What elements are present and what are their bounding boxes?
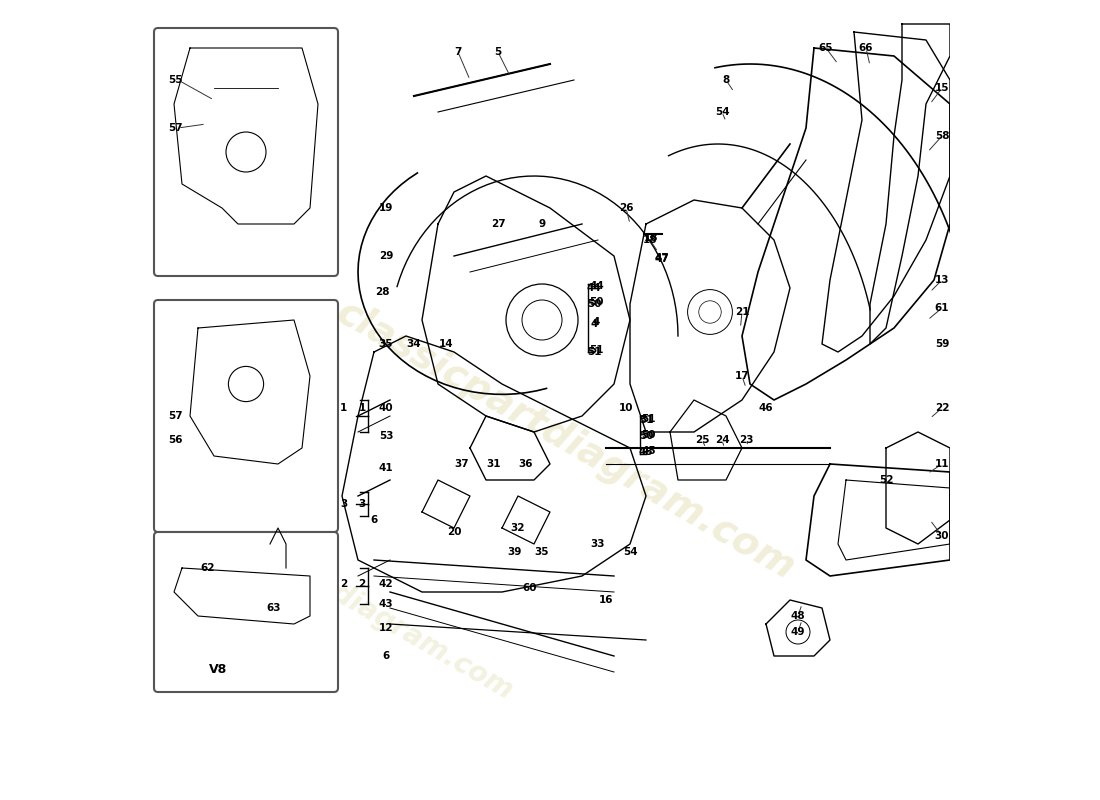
- FancyBboxPatch shape: [154, 300, 338, 532]
- Text: 44: 44: [588, 282, 604, 291]
- Text: 14: 14: [439, 339, 453, 349]
- Text: 50: 50: [639, 431, 653, 441]
- Text: 5: 5: [494, 47, 502, 57]
- Text: 47: 47: [654, 253, 670, 262]
- Text: 15: 15: [935, 83, 949, 93]
- Text: 13: 13: [935, 275, 949, 285]
- Text: 53: 53: [378, 431, 394, 441]
- Text: 16: 16: [598, 595, 614, 605]
- Text: 19: 19: [378, 203, 393, 213]
- Text: 4: 4: [593, 317, 601, 326]
- Text: 35: 35: [535, 547, 549, 557]
- Text: 12: 12: [378, 623, 394, 633]
- Text: 2: 2: [340, 579, 348, 589]
- Text: 43: 43: [378, 599, 394, 609]
- Text: V8: V8: [209, 663, 227, 676]
- Text: 51: 51: [590, 346, 604, 355]
- Text: 3: 3: [340, 499, 348, 509]
- Text: 54: 54: [715, 107, 729, 117]
- Text: 41: 41: [378, 463, 394, 473]
- Text: 58: 58: [935, 131, 949, 141]
- Text: 23: 23: [739, 435, 754, 445]
- Text: 2: 2: [359, 579, 365, 589]
- Text: 8: 8: [723, 75, 729, 85]
- FancyBboxPatch shape: [154, 28, 338, 276]
- Text: 20: 20: [447, 527, 461, 537]
- Text: 42: 42: [378, 579, 394, 589]
- Text: 51: 51: [639, 415, 653, 425]
- Text: 10: 10: [618, 403, 634, 413]
- Text: 34: 34: [407, 339, 421, 349]
- Text: 57: 57: [168, 411, 183, 421]
- Text: 1: 1: [359, 403, 365, 413]
- Text: 66: 66: [859, 43, 873, 53]
- Text: 65: 65: [818, 43, 834, 53]
- Text: 35: 35: [378, 339, 394, 349]
- Text: 45: 45: [639, 447, 653, 457]
- Text: 18: 18: [644, 234, 658, 243]
- Text: 51: 51: [586, 347, 602, 357]
- Text: 27: 27: [491, 219, 505, 229]
- Text: 32: 32: [510, 523, 526, 533]
- Text: 40: 40: [378, 403, 394, 413]
- Text: 46: 46: [759, 403, 773, 413]
- Text: 62: 62: [200, 563, 214, 573]
- Text: 52: 52: [879, 475, 893, 485]
- Text: 3: 3: [359, 499, 365, 509]
- Text: 47: 47: [654, 254, 670, 264]
- Text: 30: 30: [935, 531, 949, 541]
- Text: classicpartdiagram.com: classicpartdiagram.com: [182, 494, 519, 706]
- Text: 26: 26: [618, 203, 634, 213]
- Text: 44: 44: [586, 283, 602, 293]
- Text: 57: 57: [168, 123, 183, 133]
- Text: 61: 61: [935, 303, 949, 313]
- Text: 21: 21: [735, 307, 749, 317]
- Text: 7: 7: [454, 47, 462, 57]
- Text: 22: 22: [935, 403, 949, 413]
- Text: 48: 48: [791, 611, 805, 621]
- Text: 24: 24: [715, 435, 729, 445]
- Text: 25: 25: [695, 435, 710, 445]
- Text: 50: 50: [590, 298, 604, 307]
- Text: 29: 29: [378, 251, 393, 261]
- Text: 31: 31: [486, 459, 502, 469]
- Text: classicpartdiagram.com: classicpartdiagram.com: [330, 293, 802, 587]
- Text: 59: 59: [935, 339, 949, 349]
- Text: 39: 39: [507, 547, 521, 557]
- Text: 6: 6: [383, 651, 389, 661]
- Text: 36: 36: [519, 459, 534, 469]
- Text: 50: 50: [641, 430, 656, 440]
- Text: 11: 11: [935, 459, 949, 469]
- Text: 54: 54: [623, 547, 637, 557]
- Text: 18: 18: [642, 235, 658, 245]
- Text: 50: 50: [586, 299, 602, 309]
- Text: 17: 17: [735, 371, 749, 381]
- Text: 9: 9: [538, 219, 546, 229]
- Text: 4: 4: [591, 319, 597, 329]
- Text: 37: 37: [454, 459, 470, 469]
- Text: 56: 56: [168, 435, 183, 445]
- Text: 28: 28: [375, 287, 389, 297]
- Text: 63: 63: [266, 603, 282, 613]
- Text: 60: 60: [522, 583, 537, 593]
- Text: 1: 1: [340, 403, 348, 413]
- Text: 49: 49: [791, 627, 805, 637]
- Text: 33: 33: [591, 539, 605, 549]
- Text: 45: 45: [641, 446, 656, 456]
- Text: 6: 6: [371, 515, 377, 525]
- Text: 51: 51: [641, 414, 656, 424]
- Text: 55: 55: [168, 75, 183, 85]
- FancyBboxPatch shape: [154, 532, 338, 692]
